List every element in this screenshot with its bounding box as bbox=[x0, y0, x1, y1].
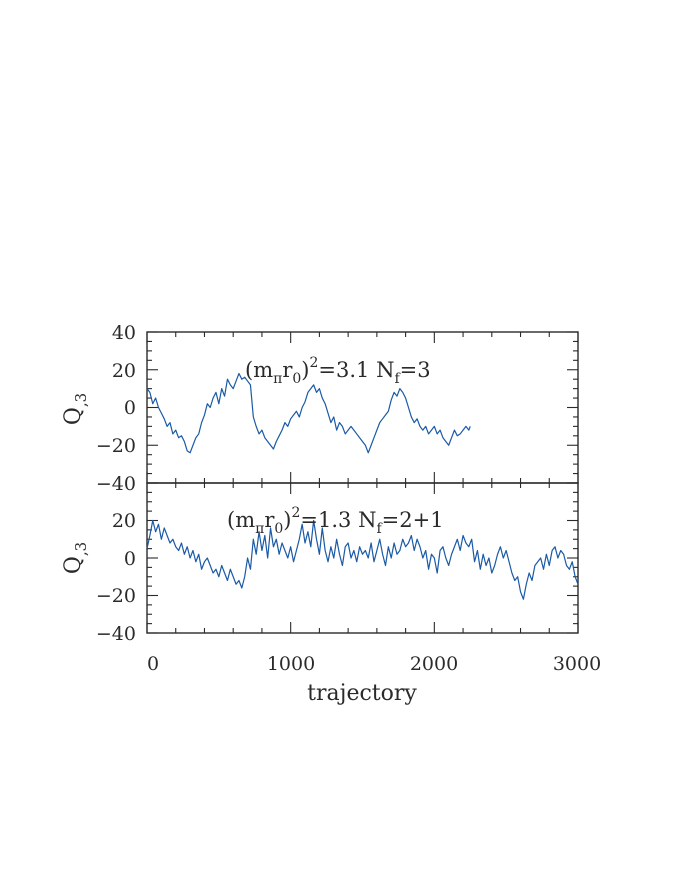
bottom-y-axis-label-q: Q bbox=[61, 556, 86, 574]
top-ytick-label: −40 bbox=[96, 473, 136, 495]
top-ticks bbox=[146, 331, 579, 484]
bottom-ann-pi: π bbox=[255, 521, 264, 537]
top-ytick-label: −20 bbox=[96, 435, 136, 457]
bottom-series-group bbox=[146, 519, 579, 600]
bottom-y-axis-label-sub: ,3 bbox=[72, 542, 90, 556]
top-y-axis-label-sub: ,3 bbox=[72, 393, 90, 407]
bottom-ytick-label: 20 bbox=[112, 510, 136, 532]
top-ytick-label: 0 bbox=[124, 397, 136, 419]
bottom-ytick-label: 0 bbox=[124, 548, 136, 570]
top-ytick-label: 20 bbox=[112, 360, 136, 382]
bottom-ann-close: ) bbox=[283, 508, 291, 532]
bottom-xtick-label: 2000 bbox=[410, 653, 458, 675]
top-ann-f: f bbox=[394, 371, 401, 387]
bottom-plot-frame bbox=[146, 482, 579, 634]
top-ann-zero: 0 bbox=[292, 371, 301, 387]
bottom-xtick-label: 1000 bbox=[267, 653, 315, 675]
top-ytick-label: 40 bbox=[112, 322, 136, 344]
bottom-ann-nf: =2+1 bbox=[382, 508, 444, 532]
bottom-ann-open: (m bbox=[227, 508, 255, 532]
top-y-axis-label-q: Q bbox=[61, 407, 86, 425]
bottom-series-line bbox=[146, 519, 579, 600]
top-ann-pi: π bbox=[273, 371, 282, 387]
bottom-ann-value: =1.3 N bbox=[300, 508, 376, 532]
top-panel: 40 20 0 −20 −40 Q,3 (mπr0)2=3.1 Nf=3 bbox=[61, 322, 579, 495]
top-ann-close: ) bbox=[301, 358, 309, 382]
bottom-xtick-label: 0 bbox=[147, 653, 159, 675]
top-ann-r: r bbox=[282, 358, 293, 382]
x-axis-label: trajectory bbox=[307, 681, 417, 706]
top-series-group bbox=[146, 372, 471, 454]
bottom-ann-f: f bbox=[376, 521, 383, 537]
top-y-axis-label: Q,3 bbox=[61, 393, 90, 425]
top-ann-sq: 2 bbox=[309, 355, 318, 371]
bottom-ytick-label: −40 bbox=[96, 623, 136, 645]
bottom-annotation: (mπr0)2=1.3 Nf=2+1 bbox=[227, 505, 444, 537]
bottom-ann-zero: 0 bbox=[274, 521, 283, 537]
top-ann-open: (m bbox=[245, 358, 273, 382]
top-annotation: (mπr0)2=3.1 Nf=3 bbox=[245, 355, 431, 387]
bottom-ann-r: r bbox=[264, 508, 275, 532]
bottom-y-axis-label: Q,3 bbox=[61, 542, 90, 574]
bottom-panel: 20 0 −20 −40 Q,3 0 1000 2000 3000 trajec… bbox=[61, 482, 601, 706]
top-ann-nf: =3 bbox=[400, 358, 431, 382]
bottom-ann-sq: 2 bbox=[291, 505, 300, 521]
top-ann-value: =3.1 N bbox=[318, 358, 394, 382]
bottom-ytick-label: −20 bbox=[96, 585, 136, 607]
bottom-ticks bbox=[146, 482, 579, 634]
bottom-xtick-label: 3000 bbox=[553, 653, 601, 675]
top-series-line bbox=[146, 372, 471, 454]
top-plot-frame bbox=[146, 331, 579, 484]
